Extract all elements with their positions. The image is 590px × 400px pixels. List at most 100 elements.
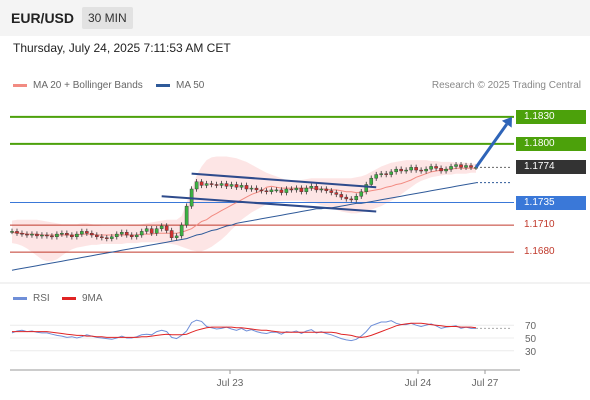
candle-body xyxy=(364,184,369,192)
candle-body xyxy=(439,168,443,172)
candle-body xyxy=(30,233,34,236)
candle-body xyxy=(394,168,398,173)
candle-body xyxy=(469,165,473,168)
candle-body xyxy=(124,232,129,236)
candle-body xyxy=(214,184,219,186)
candle-body xyxy=(399,168,403,172)
candle-body xyxy=(389,171,393,175)
candle-body xyxy=(409,167,413,171)
candle-body xyxy=(379,173,384,175)
legend-ma20-label: MA 20 + Bollinger Bands xyxy=(33,80,143,91)
candle-body xyxy=(164,225,169,231)
research-credit: Research © 2025 Trading Central xyxy=(431,80,581,91)
candle-body xyxy=(414,167,418,171)
candle-body xyxy=(199,181,204,186)
candle-body xyxy=(75,233,79,238)
candle-body xyxy=(129,234,134,238)
legend-9ma: 9MA xyxy=(62,293,103,304)
candle-body xyxy=(70,234,74,238)
candle-body xyxy=(50,235,54,238)
candle-body xyxy=(15,231,19,234)
price-label-1.1800: 1.1800 xyxy=(516,136,586,151)
candle-body xyxy=(319,188,324,191)
candle-body xyxy=(424,168,428,172)
candle-body xyxy=(264,190,269,193)
candle-body xyxy=(434,166,438,169)
ma50-line xyxy=(11,182,477,271)
candle-body xyxy=(114,233,119,238)
price-label-1.1710: 1.1710 xyxy=(524,219,555,231)
candle-body xyxy=(274,189,279,192)
candle-body xyxy=(269,189,274,192)
candle-body xyxy=(154,228,159,234)
candle-body xyxy=(249,187,254,190)
candle-body xyxy=(85,231,89,234)
time-tick-label: Jul 27 xyxy=(472,378,499,389)
rsi-swatch xyxy=(13,297,27,300)
candle-body xyxy=(384,173,388,175)
projection-arrow xyxy=(474,123,508,169)
candle-body xyxy=(229,184,234,187)
candle-body xyxy=(284,188,289,193)
rsi-tick-label: 30 xyxy=(525,347,537,358)
candle-body xyxy=(40,234,44,237)
price-label-1.1680: 1.1680 xyxy=(524,246,555,258)
candle-body xyxy=(294,187,299,191)
candle-body xyxy=(90,232,94,236)
rsi-tick-label: 70 xyxy=(525,321,537,332)
candle-body xyxy=(95,234,99,238)
candle-body xyxy=(344,196,349,200)
candle-body xyxy=(60,232,64,235)
candle-body xyxy=(144,228,149,232)
rsi-line xyxy=(11,319,476,342)
ma20-line xyxy=(11,167,476,236)
time-tick-label: Jul 23 xyxy=(217,378,244,389)
candle-body xyxy=(179,224,184,237)
legend-9ma-label: 9MA xyxy=(82,293,103,304)
rsi-9ma-line xyxy=(12,322,477,338)
candle-body xyxy=(279,189,284,193)
candle-body xyxy=(309,186,314,189)
candle-body xyxy=(444,168,448,172)
candle-body xyxy=(374,174,379,179)
legend-ma50: MA 50 xyxy=(156,80,204,91)
candle-body xyxy=(109,236,114,239)
candle-body xyxy=(454,164,458,167)
candle-body xyxy=(139,231,144,236)
candle-body xyxy=(314,186,319,191)
candle-body xyxy=(20,232,24,235)
candle-body xyxy=(169,230,174,238)
candle-body xyxy=(119,232,124,235)
candle-body xyxy=(419,169,423,172)
candle-body xyxy=(239,185,244,188)
price-label-1.1735: 1.1735 xyxy=(516,195,586,210)
candle-body xyxy=(359,191,364,197)
price-label-1.1774: 1.1774 xyxy=(516,160,586,175)
candle-body xyxy=(224,183,229,187)
candle-body xyxy=(289,188,294,191)
candle-body xyxy=(259,189,264,192)
channel-line-1 xyxy=(191,172,377,189)
candle-body xyxy=(429,166,433,170)
time-tick-label: Jul 24 xyxy=(405,378,432,389)
candle-body xyxy=(304,187,309,192)
ma50-swatch xyxy=(156,84,170,87)
candle-body xyxy=(234,184,239,188)
instrument-symbol[interactable]: EUR/USD xyxy=(11,10,75,26)
legend-ma50-label: MA 50 xyxy=(176,80,205,91)
candle-body xyxy=(404,169,408,172)
interval-button[interactable]: 30 MIN xyxy=(82,7,133,29)
candle-body xyxy=(349,198,354,201)
candle-body xyxy=(25,233,29,236)
candle-body xyxy=(449,166,453,170)
candle-body xyxy=(459,164,463,168)
candle-body xyxy=(254,187,259,191)
candle-body xyxy=(299,187,304,192)
candle-body xyxy=(104,237,109,239)
chart-datetime: Thursday, July 24, 2025 7:11:53 AM CET xyxy=(13,41,231,55)
candle-body xyxy=(159,225,164,229)
price-label-1.1830: 1.1830 xyxy=(516,109,586,124)
candle-body xyxy=(65,232,69,236)
candle-body xyxy=(149,228,154,234)
